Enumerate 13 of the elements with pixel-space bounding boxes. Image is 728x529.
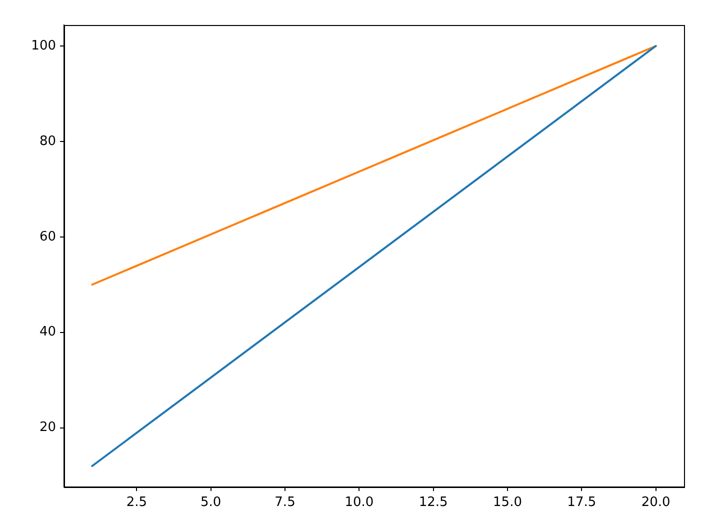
x-tick-label: 20.0 bbox=[641, 495, 670, 510]
y-tick-label: 80 bbox=[39, 134, 56, 149]
x-tick-label: 7.5 bbox=[274, 495, 296, 510]
y-tick-label: 40 bbox=[39, 324, 56, 340]
x-tick-label: 10.0 bbox=[344, 495, 374, 510]
y-tick-label: 20 bbox=[39, 420, 56, 436]
y-tick-label: 100 bbox=[31, 38, 56, 54]
x-tick-label: 15.0 bbox=[493, 495, 522, 510]
x-tick-label: 17.5 bbox=[567, 495, 596, 510]
x-tick-label: 5.0 bbox=[200, 495, 222, 510]
x-tick-label: 12.5 bbox=[418, 495, 448, 510]
x-tick-label: 2.5 bbox=[126, 495, 148, 510]
y-tick-label: 60 bbox=[39, 229, 56, 244]
